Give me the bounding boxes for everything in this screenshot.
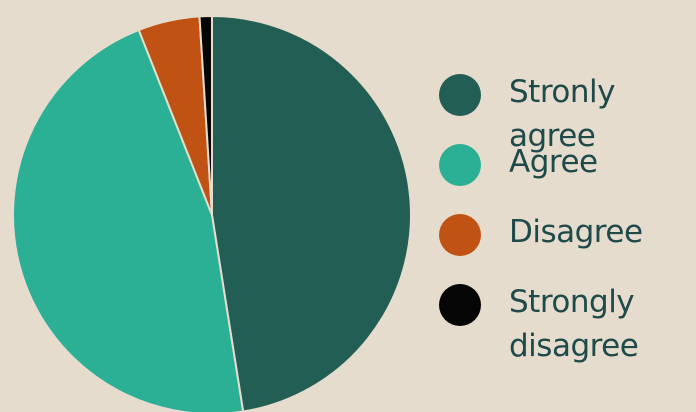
legend-label-strongly-agree: Stronly agree xyxy=(509,74,615,154)
legend: Stronly agree Agree Disagree Strongly di… xyxy=(437,70,696,364)
legend-item-agree: Agree xyxy=(437,140,696,210)
legend-item-strongly-disagree: Strongly disagree xyxy=(437,280,696,364)
legend-swatch-strongly-agree xyxy=(439,74,481,116)
legend-label-strongly-disagree: Strongly disagree xyxy=(509,284,639,364)
pie-slice-agree xyxy=(12,28,245,412)
pie-slice-strongly-disagree xyxy=(198,14,213,216)
pie-slice-strongly-agree xyxy=(211,14,412,412)
legend-swatch-disagree xyxy=(439,214,481,256)
legend-label-agree: Agree xyxy=(509,144,598,180)
legend-item-strongly-agree: Stronly agree xyxy=(437,70,696,154)
legend-label-disagree: Disagree xyxy=(509,214,643,250)
legend-swatch-agree xyxy=(439,144,481,186)
legend-item-disagree: Disagree xyxy=(437,210,696,280)
legend-swatch-strongly-disagree xyxy=(439,284,481,326)
